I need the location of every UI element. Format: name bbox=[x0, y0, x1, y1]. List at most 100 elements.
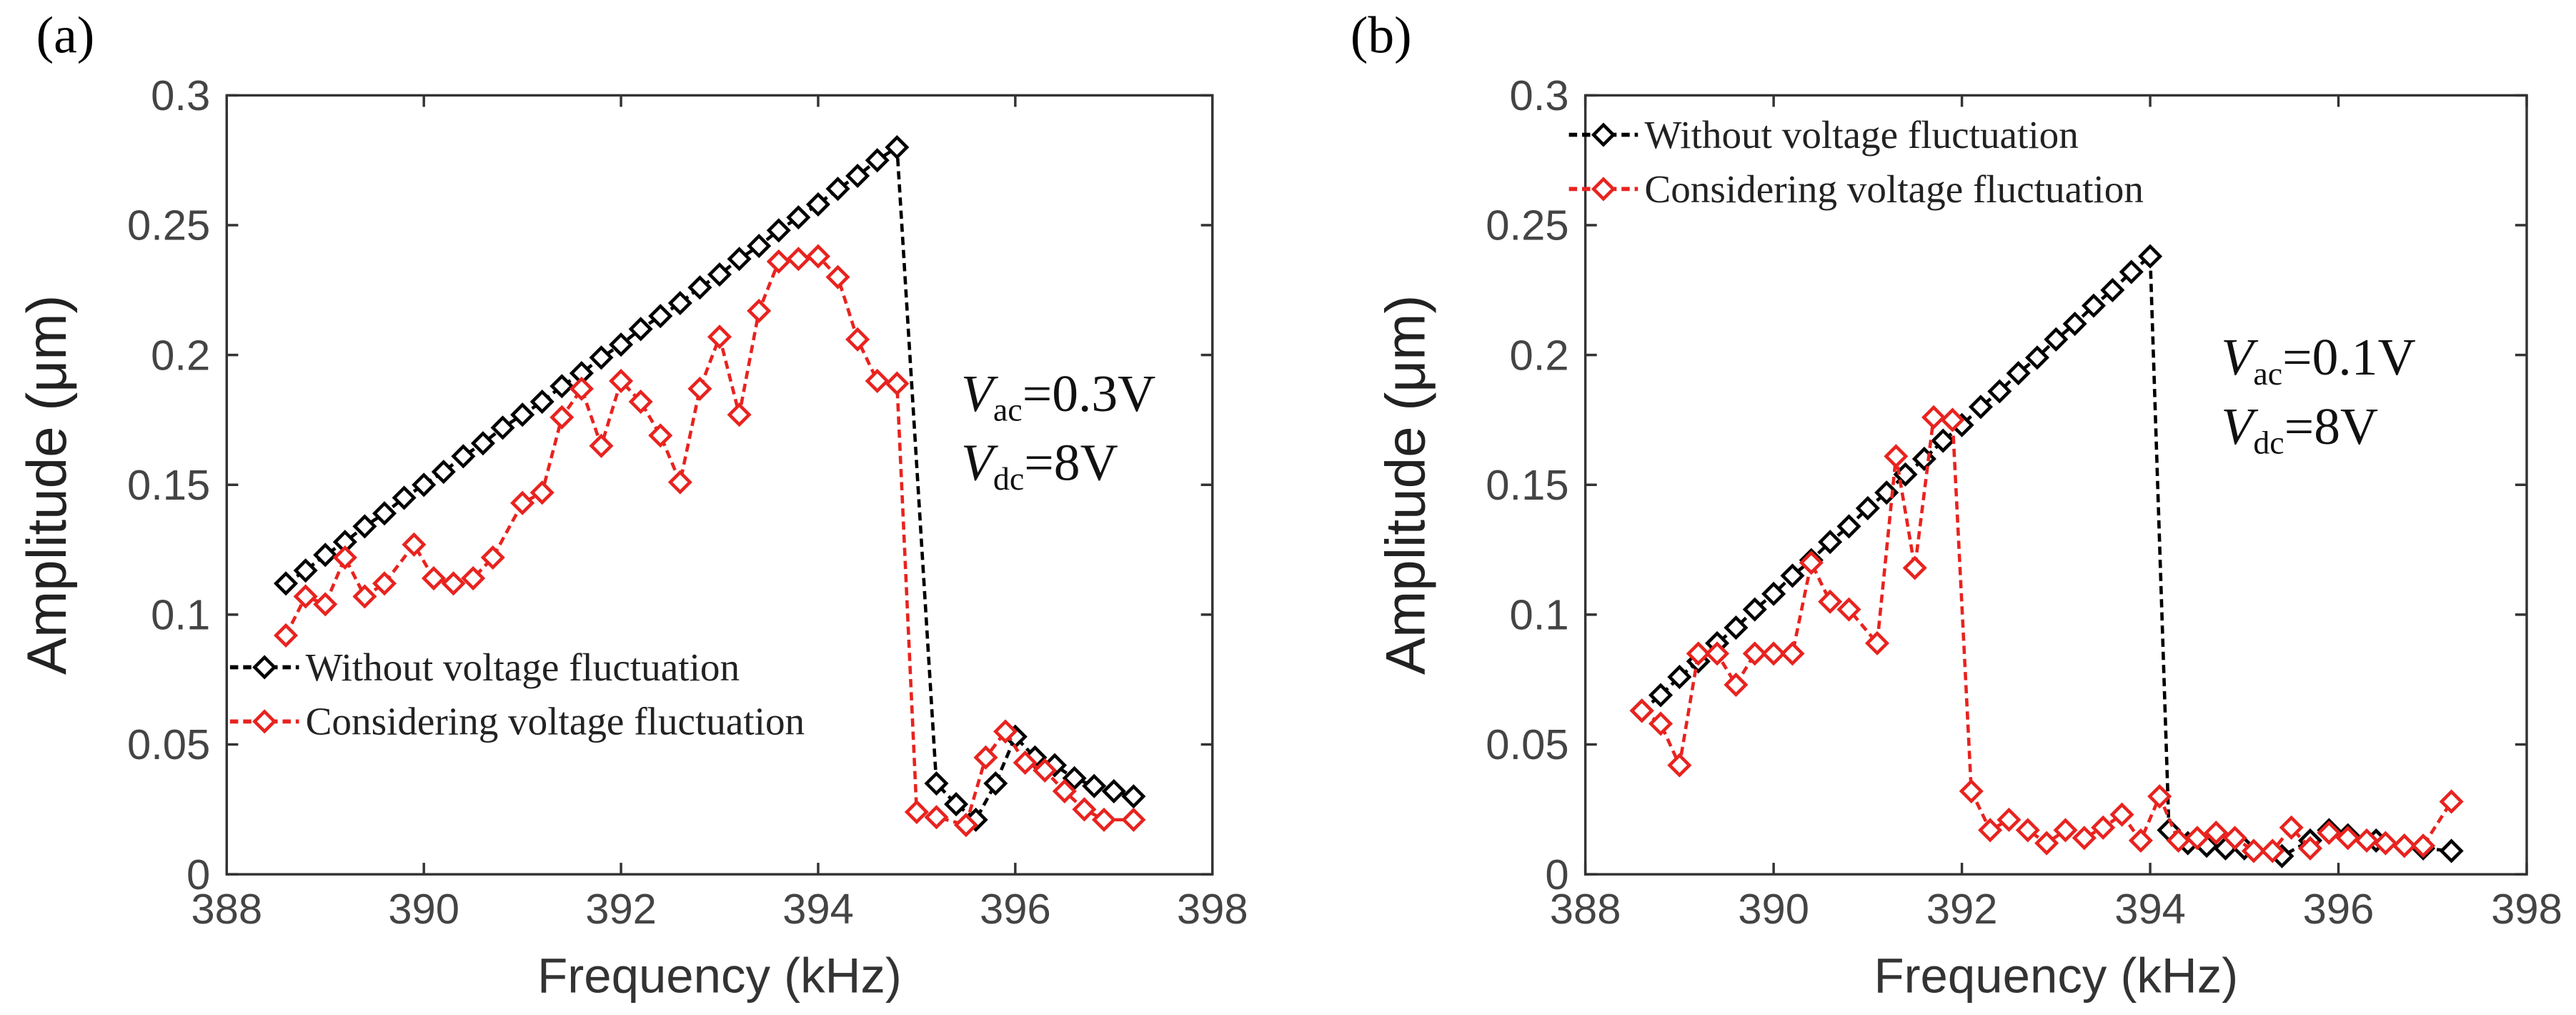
annotation: Vdc=8V bbox=[961, 432, 1118, 497]
data-point bbox=[727, 402, 752, 427]
data-point bbox=[372, 571, 397, 596]
data-point bbox=[2439, 789, 2464, 814]
data-point bbox=[707, 325, 732, 350]
data-point bbox=[648, 304, 673, 329]
y-tick-label: 0 bbox=[187, 851, 210, 898]
y-tick-label: 0.2 bbox=[151, 331, 210, 379]
data-point bbox=[1780, 563, 1805, 588]
x-tick-label: 388 bbox=[191, 885, 262, 933]
y-tick-label: 0.3 bbox=[151, 71, 210, 119]
data-point bbox=[2335, 826, 2360, 851]
x-tick-label: 388 bbox=[1550, 885, 1621, 933]
data-point bbox=[2184, 826, 2209, 851]
data-point bbox=[431, 460, 456, 485]
data-point bbox=[372, 501, 397, 526]
data-point bbox=[1742, 597, 1767, 622]
data-point bbox=[766, 218, 791, 243]
data-point bbox=[451, 444, 476, 469]
y-tick-label: 0.15 bbox=[127, 461, 210, 509]
data-point bbox=[786, 247, 811, 272]
data-point bbox=[2373, 831, 2398, 856]
data-point bbox=[865, 368, 890, 394]
data-point bbox=[2109, 802, 2134, 827]
data-point bbox=[1648, 711, 1674, 736]
data-point bbox=[412, 472, 437, 497]
annotation-subscript: dc bbox=[993, 460, 1024, 497]
data-point bbox=[609, 368, 634, 394]
data-point bbox=[2006, 361, 2031, 386]
data-point bbox=[332, 545, 357, 570]
data-point bbox=[1667, 753, 1692, 778]
data-point bbox=[2024, 345, 2050, 370]
data-point bbox=[2062, 312, 2087, 337]
data-point bbox=[1686, 641, 1711, 666]
data-point bbox=[2138, 244, 2163, 269]
legend-label: Without voltage fluctuation bbox=[1644, 113, 2078, 157]
data-point bbox=[352, 584, 377, 609]
x-tick-label: 396 bbox=[980, 885, 1051, 933]
y-axis-label: Amplitude (μm) bbox=[15, 295, 78, 675]
data-point bbox=[402, 532, 427, 557]
annotation-symbol: V bbox=[961, 364, 999, 422]
annotation-subscript: dc bbox=[2253, 425, 2284, 461]
y-tick-label: 0.1 bbox=[151, 591, 210, 639]
data-point bbox=[293, 558, 318, 583]
data-point bbox=[667, 470, 692, 495]
data-point bbox=[2354, 828, 2379, 853]
data-point bbox=[2279, 815, 2304, 840]
legend-marker bbox=[1591, 177, 1616, 202]
data-point bbox=[609, 332, 634, 357]
data-point bbox=[480, 545, 505, 570]
data-point bbox=[707, 262, 732, 287]
annotation-text: =8V bbox=[1024, 432, 1118, 491]
legend-marker bbox=[252, 709, 277, 734]
data-point bbox=[2015, 818, 2040, 843]
data-point bbox=[2034, 831, 2059, 856]
y-tick-label: 0.1 bbox=[1510, 591, 1569, 639]
data-point bbox=[461, 565, 486, 591]
data-point bbox=[1761, 581, 1786, 606]
data-point bbox=[648, 423, 673, 448]
data-point bbox=[1864, 630, 1890, 655]
data-point bbox=[628, 317, 653, 342]
legend-label: Considering voltage fluctuation bbox=[306, 700, 805, 743]
data-point bbox=[1940, 407, 1965, 432]
annotation-symbol: V bbox=[961, 432, 999, 491]
data-point bbox=[589, 433, 614, 458]
data-point bbox=[2100, 277, 2125, 302]
data-point bbox=[1072, 797, 1097, 822]
data-point bbox=[1082, 773, 1107, 798]
annotation-symbol: V bbox=[2221, 397, 2259, 455]
data-point bbox=[1884, 444, 1909, 469]
data-point bbox=[944, 792, 969, 817]
x-tick-label: 392 bbox=[1926, 885, 1998, 933]
data-point bbox=[490, 415, 515, 440]
plot-frame bbox=[1583, 94, 2528, 876]
data-point bbox=[2147, 784, 2172, 809]
data-point bbox=[2392, 833, 2417, 858]
x-axis-label: Frequency (kHz) bbox=[1874, 949, 2238, 1004]
data-point bbox=[1101, 778, 1126, 803]
data-point bbox=[2439, 838, 2464, 863]
data-point bbox=[628, 389, 653, 415]
data-point bbox=[667, 290, 692, 316]
data-point bbox=[1648, 683, 1674, 708]
x-tick-label: 398 bbox=[1177, 885, 1248, 933]
x-tick-label: 394 bbox=[2114, 885, 2186, 933]
data-point bbox=[1761, 641, 1786, 666]
data-point bbox=[2081, 293, 2107, 318]
data-point bbox=[1705, 641, 1730, 666]
data-point bbox=[1799, 550, 1824, 575]
data-point bbox=[1968, 395, 1993, 420]
data-point bbox=[1121, 784, 1146, 809]
data-point bbox=[2317, 820, 2342, 846]
data-point bbox=[885, 134, 910, 160]
data-point bbox=[529, 480, 555, 505]
data-point bbox=[549, 374, 575, 399]
y-tick-label: 0.25 bbox=[127, 202, 210, 249]
data-point bbox=[569, 376, 594, 401]
data-point bbox=[805, 192, 831, 217]
data-point bbox=[747, 298, 772, 323]
data-point bbox=[973, 745, 998, 770]
